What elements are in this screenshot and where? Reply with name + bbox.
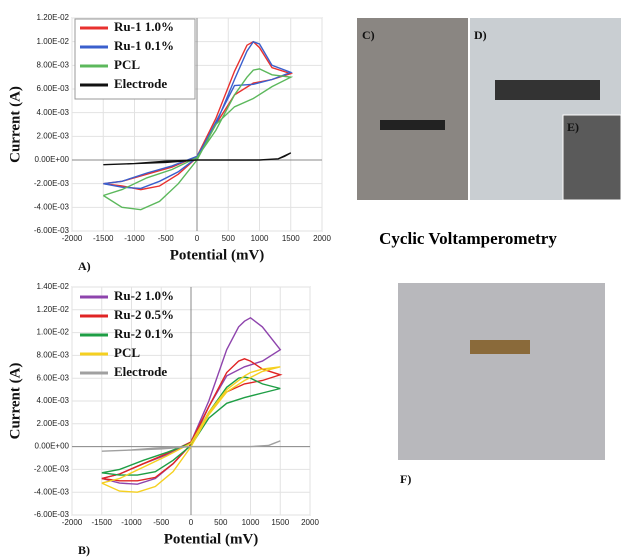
x-tick-label: 1500 — [271, 518, 289, 527]
y-tick-label: -2.00E-03 — [34, 179, 70, 188]
x-tick-label: -1500 — [93, 234, 114, 243]
photo-label: C) — [362, 28, 375, 42]
x-tick-label: 2000 — [313, 234, 331, 243]
photo-detail — [495, 80, 600, 100]
y-tick-label: 4.00E-03 — [37, 108, 70, 117]
y-tick-label: 6.00E-03 — [37, 373, 70, 382]
x-axis-label: Potential (mV) — [170, 247, 265, 263]
y-tick-label: 1.20E-02 — [37, 305, 70, 314]
x-tick-label: -1000 — [124, 234, 145, 243]
caption: Cyclic Voltamperometry — [379, 229, 557, 248]
y-tick-label: 0.00E+00 — [35, 442, 70, 451]
photo-label: E) — [567, 120, 579, 134]
legend-label: Ru-2 0.5% — [114, 307, 174, 322]
photo-detail — [380, 120, 445, 130]
legend-label: Electrode — [114, 76, 167, 91]
y-tick-label: 1.00E-02 — [37, 328, 70, 337]
y-tick-label: -2.00E-03 — [34, 465, 70, 474]
y-tick-label: 2.00E-03 — [37, 419, 70, 428]
x-tick-label: 1500 — [282, 234, 300, 243]
photo-c — [357, 18, 468, 200]
photo-label: D) — [474, 28, 487, 42]
series-line — [101, 440, 281, 452]
y-tick-label: -6.00E-03 — [34, 510, 70, 519]
x-tick-label: 2000 — [301, 518, 319, 527]
x-tick-label: 500 — [214, 518, 228, 527]
x-axis-label: Potential (mV) — [164, 531, 259, 547]
legend-label: PCL — [114, 57, 140, 72]
y-axis-label: Current (A) — [7, 363, 23, 440]
x-tick-label: 500 — [222, 234, 236, 243]
x-tick-label: 0 — [189, 518, 194, 527]
x-tick-label: -2000 — [62, 234, 83, 243]
x-tick-label: -1500 — [92, 518, 113, 527]
y-tick-label: 1.00E-02 — [37, 37, 70, 46]
x-tick-label: -500 — [153, 518, 170, 527]
legend-label: Ru-1 0.1% — [114, 38, 174, 53]
x-tick-label: -500 — [158, 234, 175, 243]
y-tick-label: 8.00E-03 — [37, 351, 70, 360]
panel-label: A) — [78, 259, 91, 273]
y-tick-label: 4.00E-03 — [37, 396, 70, 405]
y-tick-label: -4.00E-03 — [34, 487, 70, 496]
x-tick-label: 1000 — [251, 234, 269, 243]
y-tick-label: 8.00E-03 — [37, 60, 70, 69]
series-line — [101, 366, 281, 493]
photo-label: F) — [400, 472, 411, 486]
photo-e — [562, 114, 621, 201]
x-tick-label: 1000 — [242, 518, 260, 527]
photo-f — [398, 283, 605, 460]
legend-label: Ru-1 1.0% — [114, 19, 174, 34]
x-tick-label: -2000 — [62, 518, 83, 527]
legend-label: Electrode — [114, 364, 167, 379]
y-tick-label: 1.20E-02 — [37, 13, 70, 22]
y-tick-label: 1.40E-02 — [37, 282, 70, 291]
legend-label: Ru-2 1.0% — [114, 288, 174, 303]
legend-label: Ru-2 0.1% — [114, 326, 174, 341]
x-tick-label: 0 — [195, 234, 200, 243]
y-tick-label: 2.00E-03 — [37, 131, 70, 140]
y-tick-label: -6.00E-03 — [34, 226, 70, 235]
y-tick-label: -4.00E-03 — [34, 202, 70, 211]
series-line — [103, 152, 292, 166]
y-tick-label: 0.00E+00 — [35, 155, 70, 164]
series-line — [102, 68, 294, 211]
photo-detail — [470, 340, 530, 354]
panel-label: B) — [78, 543, 90, 557]
y-tick-label: 6.00E-03 — [37, 84, 70, 93]
y-axis-label: Current (A) — [7, 86, 23, 163]
x-tick-label: -1000 — [121, 518, 142, 527]
legend-label: PCL — [114, 345, 140, 360]
